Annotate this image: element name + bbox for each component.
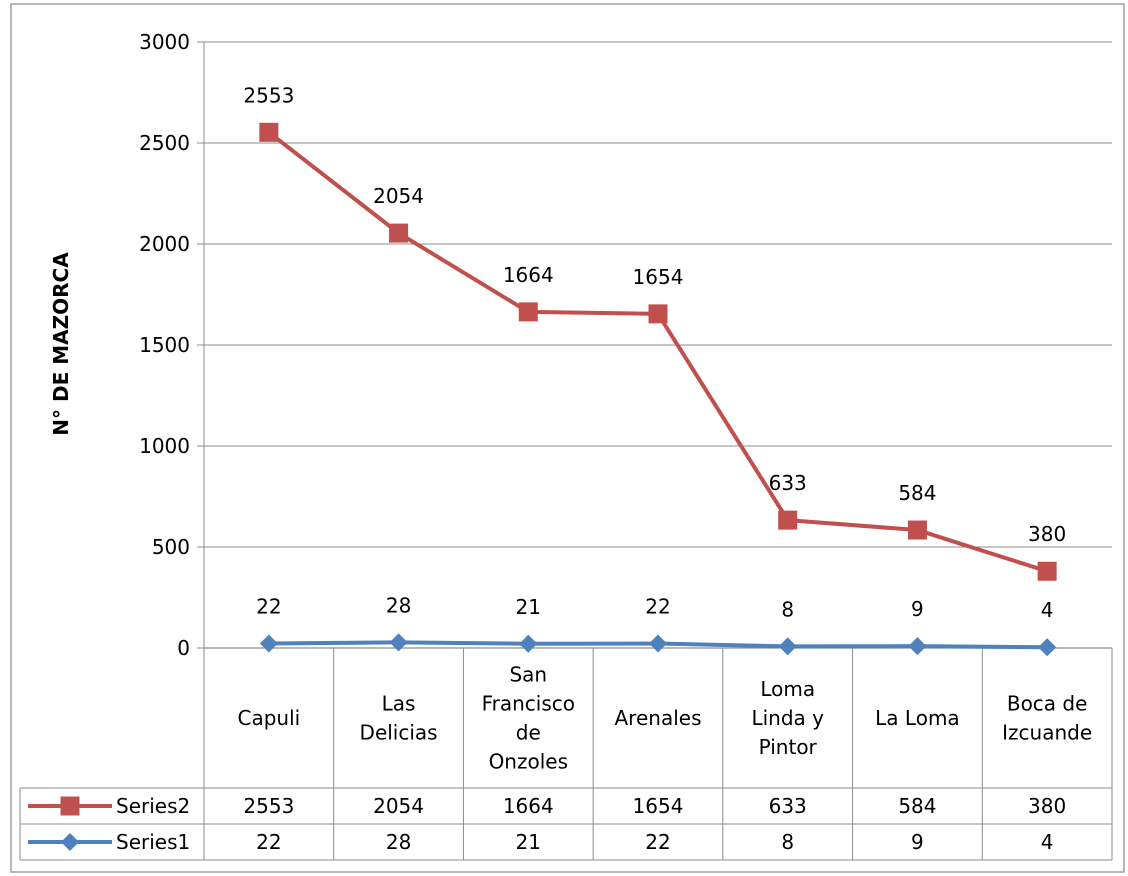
table-cell-value: 380 bbox=[1028, 794, 1066, 818]
data-point bbox=[1037, 561, 1057, 581]
table-cell-value: 633 bbox=[769, 794, 807, 818]
category-label: Loma bbox=[760, 677, 815, 701]
data-point bbox=[648, 304, 668, 324]
y-tick-label: 3000 bbox=[139, 30, 190, 54]
table-cell-value: 2553 bbox=[243, 794, 294, 818]
legend-key-marker bbox=[60, 796, 80, 816]
data-point bbox=[908, 637, 927, 656]
legend-key-marker bbox=[61, 833, 79, 851]
data-point bbox=[778, 510, 798, 530]
gridlines bbox=[197, 41, 1112, 649]
category-label: La Loma bbox=[875, 706, 960, 730]
legend-series-name: Series2 bbox=[116, 794, 190, 818]
category-label: Onzoles bbox=[489, 750, 568, 774]
data-point bbox=[389, 223, 409, 243]
y-tick-labels: 0 500 1000 1500 2000 2500 3000 bbox=[139, 30, 190, 660]
data-point bbox=[778, 637, 797, 656]
table-cell-value: 22 bbox=[645, 830, 670, 854]
data-label: 380 bbox=[1028, 522, 1066, 546]
data-label: 9 bbox=[911, 597, 924, 621]
category-label: Capuli bbox=[237, 706, 300, 730]
y-tick-label: 1000 bbox=[139, 434, 190, 458]
y-tick-label: 2000 bbox=[139, 232, 190, 256]
data-label: 22 bbox=[256, 595, 281, 619]
table-cell-value: 28 bbox=[386, 830, 411, 854]
data-label: 584 bbox=[898, 481, 936, 505]
y-tick-label: 1500 bbox=[139, 333, 190, 357]
data-label: 4 bbox=[1041, 598, 1054, 622]
category-label: Boca de bbox=[1007, 692, 1088, 716]
data-label: 2054 bbox=[373, 184, 424, 208]
table-cell-value: 4 bbox=[1041, 830, 1054, 854]
y-tick-label: 0 bbox=[177, 636, 190, 660]
data-point bbox=[389, 633, 408, 652]
category-label: Francisco bbox=[482, 692, 575, 716]
chart-border bbox=[10, 3, 1125, 873]
y-tick-label: 2500 bbox=[139, 131, 190, 155]
data-label: 1654 bbox=[633, 265, 684, 289]
data-label: 28 bbox=[386, 593, 411, 617]
table-cell-value: 1654 bbox=[633, 794, 684, 818]
y-tick-label: 500 bbox=[152, 535, 190, 559]
data-label: 21 bbox=[516, 595, 541, 619]
series-lines bbox=[259, 122, 1057, 657]
data-point bbox=[649, 634, 667, 653]
table-cell-value: 2054 bbox=[373, 794, 424, 818]
data-label: 633 bbox=[769, 471, 807, 495]
category-label: Linda y bbox=[751, 706, 824, 730]
category-label: Arenales bbox=[615, 706, 702, 730]
table-cell-value: 1664 bbox=[503, 794, 554, 818]
table-cell-value: 584 bbox=[898, 794, 936, 818]
legend-series-name: Series1 bbox=[116, 830, 190, 854]
data-labels: 2553 2054 1664 1654 633 584 380 22 28 21 22 8 9 4 bbox=[243, 83, 1066, 622]
data-point bbox=[1038, 638, 1057, 657]
data-point bbox=[259, 122, 279, 142]
data-label: 1664 bbox=[503, 263, 554, 287]
category-label: Izcuande bbox=[1002, 721, 1092, 745]
data-point bbox=[907, 520, 927, 540]
data-label: 8 bbox=[781, 597, 794, 621]
category-label: San bbox=[509, 663, 547, 687]
data-label: 2553 bbox=[243, 83, 294, 107]
category-label: de bbox=[516, 721, 541, 745]
data-point bbox=[259, 634, 278, 653]
table-cell-value: 8 bbox=[781, 830, 794, 854]
category-label: Pintor bbox=[759, 735, 818, 759]
data-label: 22 bbox=[645, 595, 670, 619]
table-cell-value: 22 bbox=[256, 830, 281, 854]
data-point bbox=[519, 634, 538, 653]
data-point bbox=[518, 302, 538, 322]
category-label: Las bbox=[382, 692, 416, 716]
category-label: Delicias bbox=[360, 721, 438, 745]
table-cell-value: 21 bbox=[516, 830, 541, 854]
y-axis-title: N° DE MAZORCA bbox=[49, 252, 73, 436]
table-cell-value: 9 bbox=[911, 830, 924, 854]
